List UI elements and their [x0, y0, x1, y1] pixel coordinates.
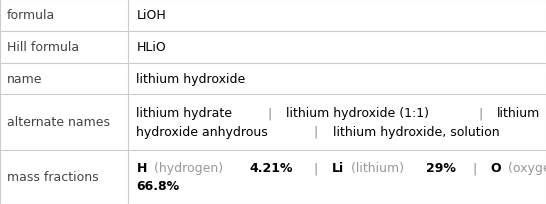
Text: |: |	[306, 125, 327, 138]
Text: lithium hydroxide: lithium hydroxide	[136, 73, 246, 85]
Text: (lithium): (lithium)	[347, 162, 408, 174]
Text: Hill formula: Hill formula	[7, 41, 79, 54]
Text: hydroxide anhydrous: hydroxide anhydrous	[136, 125, 268, 138]
Text: lithium: lithium	[497, 107, 541, 120]
Text: alternate names: alternate names	[7, 116, 110, 129]
Text: |: |	[260, 107, 281, 120]
Text: HLiO: HLiO	[136, 41, 166, 54]
Text: formula: formula	[7, 9, 55, 22]
Text: 66.8%: 66.8%	[136, 180, 180, 192]
Text: |: |	[465, 162, 485, 174]
Text: O: O	[491, 162, 501, 174]
Text: lithium hydrate: lithium hydrate	[136, 107, 233, 120]
Text: (oxygen): (oxygen)	[505, 162, 546, 174]
Text: lithium hydroxide, solution: lithium hydroxide, solution	[333, 125, 499, 138]
Text: Li: Li	[331, 162, 344, 174]
Text: name: name	[7, 73, 42, 85]
Text: lithium hydroxide (1:1): lithium hydroxide (1:1)	[287, 107, 430, 120]
Text: H: H	[136, 162, 147, 174]
Text: 29%: 29%	[426, 162, 456, 174]
Text: mass fractions: mass fractions	[7, 171, 98, 183]
Text: |: |	[306, 162, 326, 174]
Text: |: |	[471, 107, 491, 120]
Text: (hydrogen): (hydrogen)	[150, 162, 227, 174]
Text: LiOH: LiOH	[136, 9, 166, 22]
Text: 4.21%: 4.21%	[250, 162, 293, 174]
